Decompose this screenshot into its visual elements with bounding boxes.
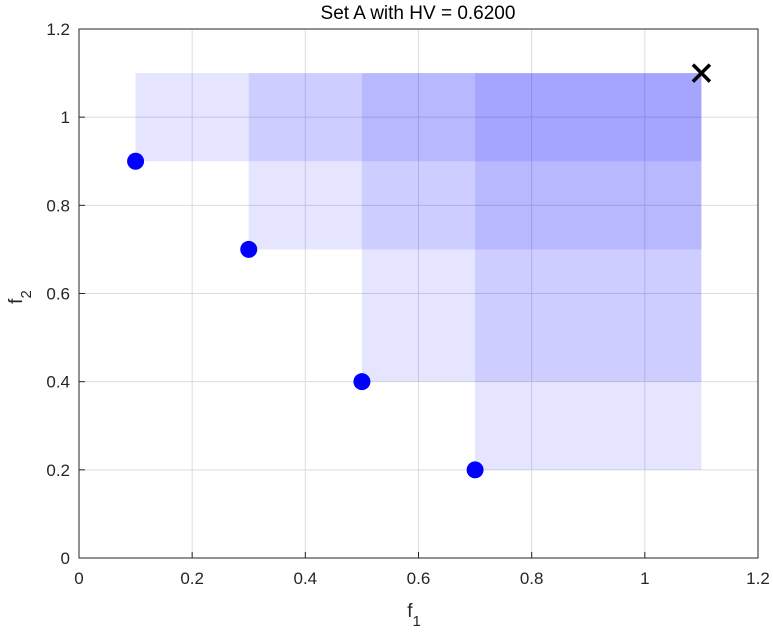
x-axis-label-subscript: 1	[412, 613, 420, 630]
reference-point-marker	[691, 63, 712, 83]
x-tick-label: 0.6	[407, 569, 431, 588]
y-tick-label: 0.2	[46, 461, 70, 480]
dominated-region-3	[361, 73, 702, 382]
y-axis-label-base: f	[6, 298, 27, 304]
chart-title: Set A with HV = 0.6200	[321, 3, 516, 24]
y-tick-label: 1.2	[46, 20, 70, 39]
y-tick-label: 0	[61, 549, 70, 568]
x-tick-label: 0	[74, 569, 83, 588]
x-tick-label: 1.2	[746, 569, 770, 588]
dominated-region-2	[248, 73, 702, 250]
x-tick-label: 0.8	[520, 569, 544, 588]
x-tick-label: 1	[640, 569, 649, 588]
x-axis-label: f1	[407, 601, 421, 630]
y-tick-label: 0.6	[46, 285, 70, 304]
dominated-region-layer	[135, 73, 702, 470]
dominated-region-1	[135, 73, 702, 162]
solution-point-1	[127, 152, 145, 170]
y-axis-label-subscript: 2	[18, 290, 35, 298]
solution-points-layer	[127, 152, 484, 479]
y-axis-label: f2	[6, 290, 35, 304]
x-axis-label-base: f	[407, 601, 413, 622]
y-tick-label: 0.4	[46, 373, 70, 392]
solution-point-4	[466, 461, 484, 479]
tick-layer: 0 0.2 0.4 0.6 0.8 1 1.2 0 0.2 0.4 0.6 0.8 1 1.2	[46, 20, 769, 588]
dominated-region-4	[475, 73, 702, 470]
solution-point-2	[240, 240, 258, 258]
solution-point-3	[353, 373, 371, 391]
x-tick-label: 0.2	[180, 569, 204, 588]
y-tick-label: 1	[61, 108, 70, 127]
reference-point-layer	[691, 63, 712, 83]
y-tick-label: 0.8	[46, 196, 70, 215]
x-tick-label: 0.4	[294, 569, 318, 588]
reference-cross-stroke	[691, 63, 712, 83]
